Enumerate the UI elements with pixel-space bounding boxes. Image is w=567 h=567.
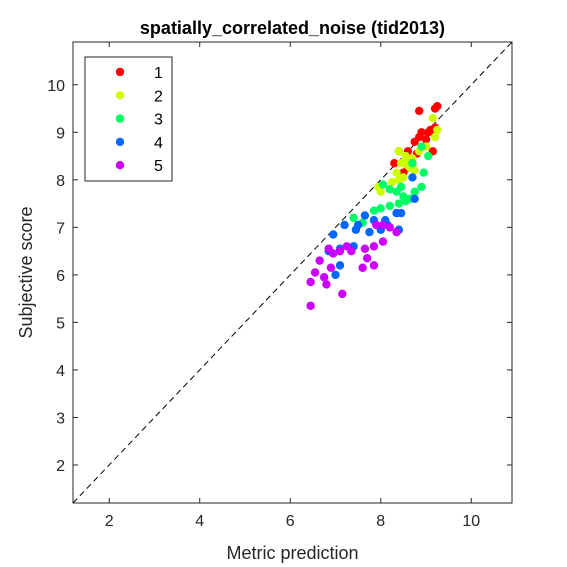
data-point <box>342 242 352 251</box>
y-tick-label: 5 <box>56 315 65 332</box>
data-point <box>365 227 374 237</box>
data-point <box>306 277 315 287</box>
data-point <box>433 101 442 111</box>
series-3 <box>349 142 433 227</box>
data-point <box>408 158 417 168</box>
data-point <box>306 301 315 310</box>
legend-marker <box>115 91 125 100</box>
data-point <box>426 125 435 135</box>
data-point <box>385 185 395 194</box>
y-tick-label: 8 <box>56 173 65 190</box>
data-point <box>324 244 333 253</box>
data-point <box>335 246 345 256</box>
data-point <box>421 135 431 144</box>
data-point <box>394 199 404 208</box>
y-tick-label: 7 <box>56 220 65 237</box>
data-point <box>424 151 433 161</box>
data-point <box>351 225 361 234</box>
data-point <box>329 230 338 239</box>
y-tick-label: 3 <box>56 410 65 427</box>
data-point <box>310 268 320 277</box>
data-point <box>378 180 388 189</box>
x-axis-label: Metric prediction <box>226 543 358 563</box>
data-point <box>419 168 428 177</box>
data-point <box>392 227 401 237</box>
data-point <box>360 244 370 253</box>
data-point <box>430 132 440 142</box>
data-point <box>338 289 347 299</box>
data-point <box>417 142 426 151</box>
data-point <box>378 220 388 230</box>
data-point <box>410 194 419 204</box>
data-point <box>369 242 379 251</box>
data-point <box>390 158 399 168</box>
legend-marker <box>115 137 125 147</box>
y-tick-label: 10 <box>47 78 65 95</box>
legend-label: 4 <box>154 135 163 152</box>
data-point <box>315 256 324 265</box>
data-point <box>376 204 385 213</box>
data-point <box>417 182 426 192</box>
data-point <box>372 220 381 230</box>
series-5 <box>306 220 401 310</box>
x-tick-label: 10 <box>462 513 480 530</box>
legend-label: 2 <box>154 88 163 105</box>
data-point <box>394 175 404 185</box>
data-point <box>392 168 401 177</box>
data-point <box>415 132 424 142</box>
data-point <box>331 270 340 280</box>
data-point <box>360 211 370 220</box>
y-tick-label: 2 <box>56 458 65 475</box>
x-tick-label: 8 <box>376 513 385 530</box>
y-axis-ticks: 2 3 4 5 6 7 8 9 10 <box>47 78 512 475</box>
data-point <box>326 263 336 272</box>
data-point <box>392 208 401 218</box>
data-point <box>358 263 367 272</box>
data-point <box>401 156 410 166</box>
legend-label: 3 <box>154 112 163 129</box>
data-point <box>319 273 329 282</box>
data-point <box>335 261 345 270</box>
axes-box <box>72 41 513 504</box>
legend-box <box>84 56 173 182</box>
x-tick-label: 6 <box>286 513 295 530</box>
data-point <box>401 197 410 206</box>
legend-marker <box>115 161 125 170</box>
y-tick-label: 9 <box>56 125 65 142</box>
legend: 1 2 3 4 5 <box>84 56 173 182</box>
data-point <box>362 254 372 263</box>
data-point <box>369 261 379 270</box>
x-axis-ticks: 2 4 6 8 10 <box>105 42 480 530</box>
y-tick-label: 6 <box>56 268 65 285</box>
reference-line-y-equals-x <box>72 41 513 504</box>
data-point <box>385 223 395 232</box>
data-point <box>349 213 358 223</box>
data-point <box>428 113 437 123</box>
x-tick-label: 2 <box>105 513 114 530</box>
data-point <box>433 125 442 135</box>
legend-marker <box>115 67 125 77</box>
data-point <box>394 147 404 156</box>
chart-title: spatially_correlated_noise (tid2013) <box>140 18 445 38</box>
legend-label: 5 <box>154 158 163 175</box>
data-points <box>306 101 442 310</box>
y-tick-label: 4 <box>56 363 65 380</box>
data-point <box>378 237 388 246</box>
data-point <box>415 106 424 116</box>
series-2 <box>374 113 442 196</box>
x-tick-label: 4 <box>195 513 204 530</box>
y-axis-label: Subjective score <box>16 206 36 338</box>
data-point <box>385 201 395 211</box>
legend-marker <box>115 114 125 123</box>
data-point <box>322 280 331 289</box>
data-point <box>340 220 349 230</box>
data-point <box>408 173 417 182</box>
legend-label: 1 <box>154 65 163 82</box>
data-point <box>387 178 397 187</box>
data-point <box>369 206 379 215</box>
data-point <box>396 182 406 192</box>
data-point <box>410 187 419 196</box>
